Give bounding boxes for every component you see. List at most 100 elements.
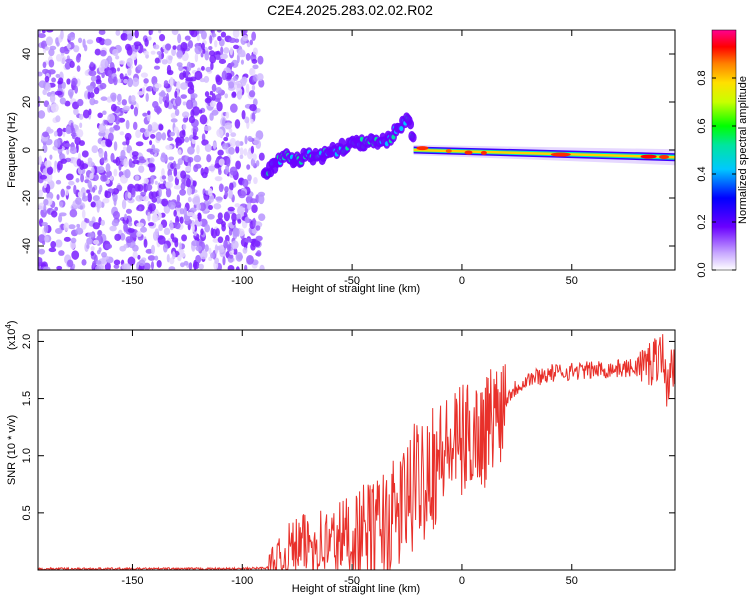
noise-blob [99, 49, 107, 57]
noise-blob [207, 165, 216, 172]
noise-blob [176, 50, 183, 58]
noise-blob [66, 147, 70, 155]
noise-blob [246, 254, 254, 265]
noise-blob [235, 145, 240, 154]
noise-blob [143, 238, 148, 248]
noise-blob [242, 178, 249, 188]
x-tick-label: 0 [459, 575, 465, 587]
noise-blob [134, 44, 139, 50]
noise-blob [78, 113, 84, 120]
noise-blob [68, 180, 75, 186]
noise-blob [38, 102, 41, 108]
noise-blob [127, 192, 132, 199]
noise-blob [200, 30, 207, 40]
noise-blob [229, 166, 238, 176]
noise-blob [209, 90, 214, 96]
noise-blob [180, 252, 186, 258]
noise-blob [249, 67, 256, 76]
noise-blob [183, 206, 188, 217]
track-blob [338, 137, 346, 148]
noise-blob [154, 180, 158, 185]
noise-blob [252, 217, 256, 228]
noise-blob [158, 94, 163, 105]
noise-blob [206, 154, 212, 163]
noise-blob [214, 244, 219, 255]
noise-blob [113, 168, 118, 177]
noise-blob [214, 54, 222, 61]
noise-blob [188, 262, 193, 270]
x-tick-label: -100 [231, 275, 253, 287]
noise-blob [204, 50, 210, 61]
noise-blob [112, 211, 120, 220]
noise-blob [138, 206, 142, 211]
noise-blob [154, 83, 162, 89]
noise-blob [57, 147, 63, 155]
snr-scale-label: (x104) [4, 320, 18, 350]
snr-y-label: SNR (10 * v/v) [6, 415, 18, 485]
noise-blob [247, 135, 253, 142]
noise-blob [166, 64, 172, 75]
noise-blob [194, 52, 199, 63]
noise-blob [103, 150, 108, 161]
y-tick-label: -40 [21, 238, 33, 254]
noise-blob [170, 118, 178, 123]
noise-blob [235, 160, 241, 170]
noise-blob [120, 149, 126, 159]
noise-blob [232, 30, 240, 39]
noise-blob [149, 157, 155, 163]
noise-blob [218, 183, 224, 193]
noise-blob [43, 182, 47, 189]
noise-blob [210, 227, 214, 237]
noise-blob [155, 131, 163, 141]
noise-blob [150, 50, 156, 55]
noise-blob [251, 204, 258, 213]
spectrogram-x-label: Height of straight line (km) [292, 283, 420, 295]
noise-blob [115, 156, 121, 167]
noise-blob [165, 144, 173, 150]
y-tick-label: 0 [21, 147, 33, 153]
noise-blob [150, 244, 156, 255]
noise-blob [147, 163, 155, 168]
noise-blob [244, 135, 248, 145]
noise-blob [247, 174, 252, 182]
noise-blob [89, 172, 94, 180]
track-peak [416, 146, 429, 151]
noise-blob [229, 182, 234, 191]
noise-blob [143, 78, 149, 84]
noise-blob [76, 98, 84, 107]
colorbar: 0.0 0.2 0.4 0.6 0.8 Normalized spectral ampl… [696, 29, 749, 278]
noise-blob [55, 115, 61, 123]
noise-blob [167, 136, 174, 142]
noise-blob [113, 76, 118, 86]
noise-blob [145, 248, 153, 254]
noise-blob [217, 212, 223, 220]
noise-blob [96, 166, 105, 174]
noise-blob [38, 155, 43, 166]
noise-blob [79, 205, 83, 210]
noise-blob [53, 166, 57, 174]
noise-blob [161, 175, 167, 180]
noise-blob [105, 138, 111, 147]
noise-blob [226, 244, 231, 252]
noise-blob [201, 139, 209, 146]
noise-blob [90, 75, 97, 82]
snr-series-line [38, 334, 675, 570]
noise-blob [43, 204, 47, 213]
noise-blob [246, 164, 251, 170]
noise-blob [164, 43, 172, 51]
noise-blob [142, 112, 148, 117]
noise-blob [48, 59, 55, 68]
noise-blob [204, 97, 212, 104]
noise-blob [219, 53, 228, 60]
noise-blob [38, 96, 41, 103]
snr-x-ticks: -150 -100 -50 0 50 [121, 330, 578, 587]
noise-blob [56, 127, 63, 137]
noise-blob [103, 119, 109, 125]
noise-blob [208, 247, 212, 255]
noise-blob [180, 94, 187, 99]
noise-blob [98, 36, 103, 42]
noise-blob [217, 35, 222, 42]
noise-blob [195, 245, 203, 252]
noise-blob [222, 118, 226, 127]
noise-blob [168, 55, 173, 61]
